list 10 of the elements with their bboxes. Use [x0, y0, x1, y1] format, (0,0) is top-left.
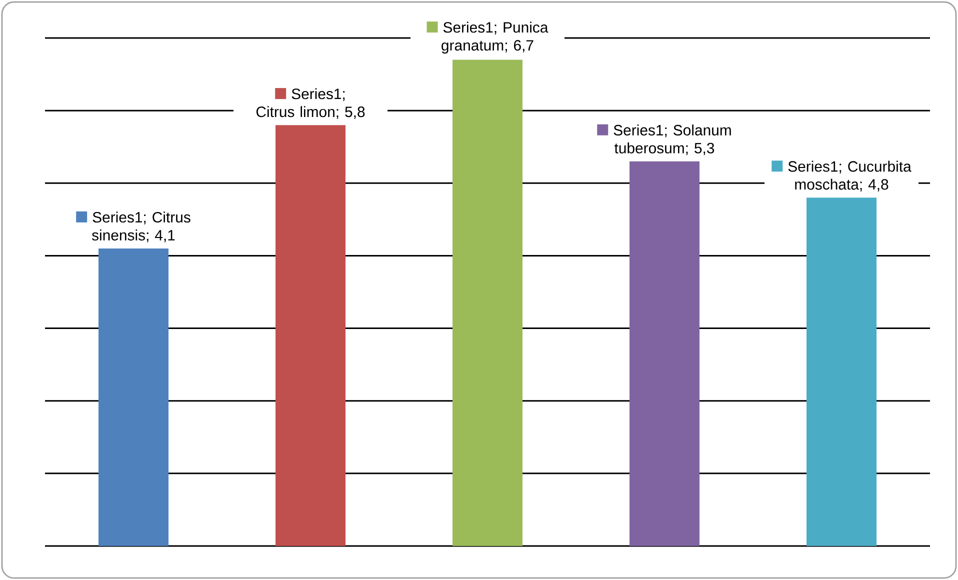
data-label: Series1; Solanum tuberosum; 5,3	[614, 124, 731, 156]
data-label: Series1; Cucurbita moschata; 4,8	[788, 160, 912, 192]
data-label: Series1; Citrus limon; 5,8	[256, 88, 365, 119]
data-label: Series1; Citrus sinensis; 4,1	[92, 212, 190, 242]
bar	[98, 248, 169, 546]
bar	[806, 198, 877, 546]
bar	[630, 161, 700, 546]
bar	[276, 125, 346, 546]
data-label: Series1; Punica granatum; 6,7	[442, 22, 548, 54]
bar	[452, 60, 523, 546]
